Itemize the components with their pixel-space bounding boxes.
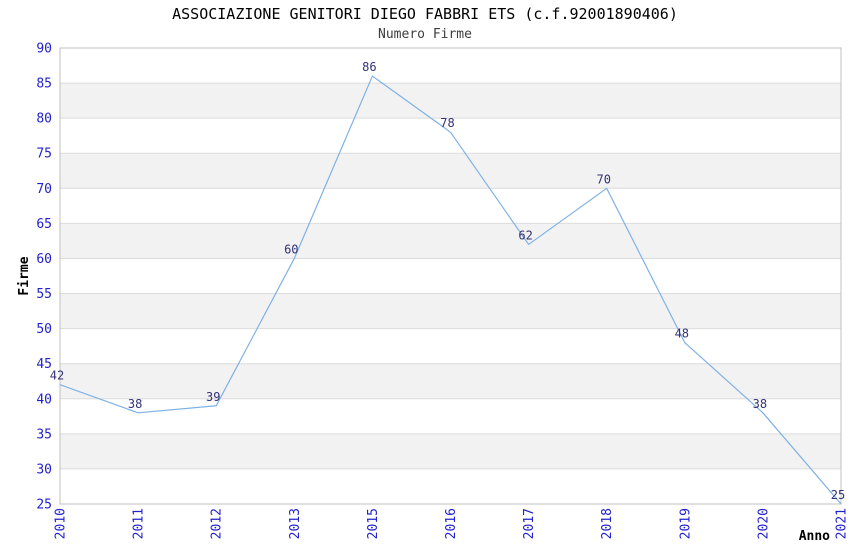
x-tick-label: 2018	[600, 508, 615, 539]
x-tick-label: 2017	[522, 508, 537, 539]
y-tick-label: 80	[36, 112, 52, 127]
plot-band	[60, 153, 841, 189]
plot-band	[60, 258, 841, 294]
plot-band	[60, 328, 841, 364]
y-tick-label: 85	[36, 77, 52, 92]
x-tick-label: 2013	[288, 508, 303, 539]
plot-band	[60, 223, 841, 259]
data-line	[59, 75, 842, 505]
plot-band	[60, 118, 841, 154]
plot-band	[60, 433, 841, 469]
chart-title: ASSOCIAZIONE GENITORI DIEGO FABBRI ETS (…	[172, 5, 678, 23]
plot-band	[60, 468, 841, 504]
x-tick-label: 2011	[132, 508, 147, 539]
y-tick-label: 75	[36, 147, 52, 162]
y-tick-label: 55	[36, 287, 52, 302]
y-tick-label: 65	[36, 217, 52, 232]
y-tick-label: 40	[36, 392, 52, 407]
y-tick-label: 35	[36, 427, 52, 442]
y-tick-label: 50	[36, 322, 52, 337]
plot-band	[60, 363, 841, 399]
data-point-label: 25	[831, 488, 845, 502]
data-point-label: 39	[206, 390, 220, 404]
data-point-label: 38	[753, 397, 767, 411]
plot-band	[60, 293, 841, 329]
plot-band	[60, 83, 841, 119]
y-tick-label: 70	[36, 182, 52, 197]
y-tick-label: 25	[36, 498, 52, 513]
data-point-label: 38	[128, 397, 142, 411]
plot-border	[59, 47, 842, 505]
x-tick-label: 2019	[678, 508, 693, 539]
plot-band	[60, 398, 841, 434]
x-tick-label: 2012	[210, 508, 225, 539]
y-tick-label: 60	[36, 252, 52, 267]
x-tick-label: 2021	[835, 508, 850, 539]
data-point-label: 42	[50, 369, 64, 383]
y-tick-label: 90	[36, 42, 52, 57]
x-tick-label: 2016	[444, 508, 459, 539]
data-point-label: 62	[518, 228, 532, 242]
chart-subtitle: Numero Firme	[378, 27, 472, 42]
data-point-label: 78	[440, 116, 454, 130]
x-axis-title: Anno	[799, 529, 830, 544]
data-point-label: 48	[675, 327, 689, 341]
y-axis-title: Firme	[17, 256, 32, 295]
x-tick-label: 2015	[366, 508, 381, 539]
data-point-label: 60	[284, 242, 298, 256]
y-tick-label: 30	[36, 462, 52, 477]
y-tick-label: 45	[36, 357, 52, 372]
plot-band	[60, 188, 841, 224]
data-point-label: 86	[362, 60, 376, 74]
x-tick-label: 2020	[756, 508, 771, 539]
plot-band	[60, 48, 841, 84]
data-point-label: 70	[596, 172, 610, 186]
x-tick-label: 2010	[54, 508, 69, 539]
